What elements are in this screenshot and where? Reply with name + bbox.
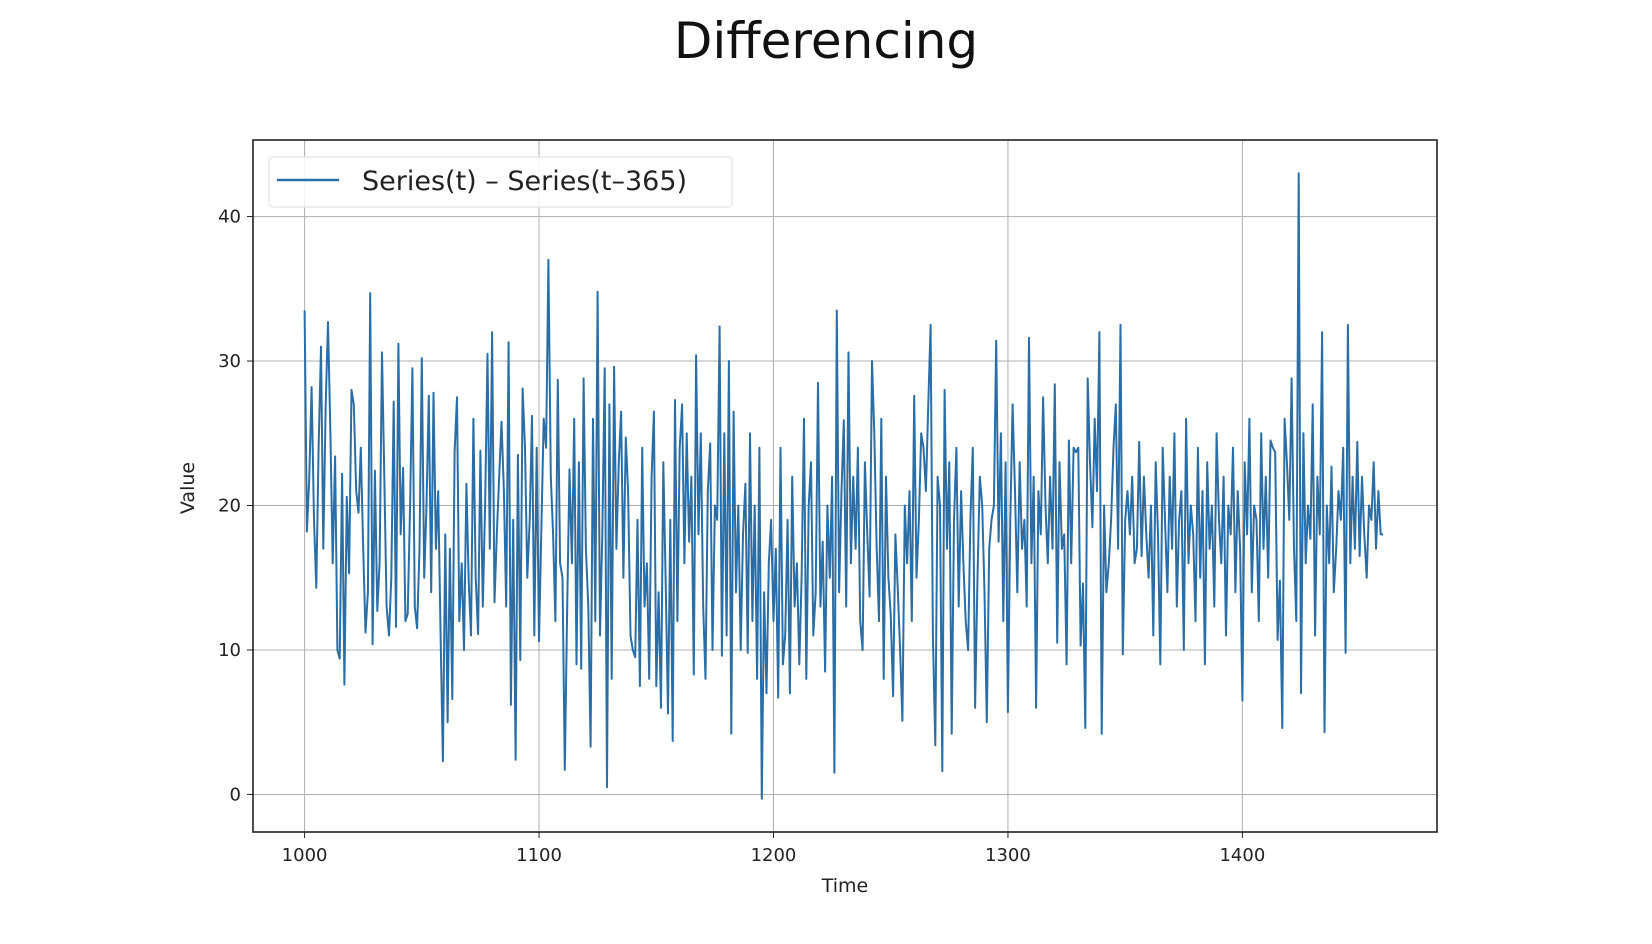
x-tick-label: 1400 <box>1219 845 1265 866</box>
y-tick-label: 20 <box>218 496 241 517</box>
x-tick-label: 1200 <box>751 845 797 866</box>
grid <box>253 140 1437 832</box>
chart-title: Differencing <box>673 12 979 70</box>
x-tick-label: 1100 <box>516 845 562 866</box>
legend-box <box>268 156 733 208</box>
y-tick-label: 0 <box>230 784 241 805</box>
y-tick-label: 30 <box>218 351 241 372</box>
x-tick-label: 1000 <box>282 845 328 866</box>
legend-label: Series(t) – Series(t–365) <box>362 166 687 197</box>
x-tick-label: 1300 <box>985 845 1031 866</box>
plot-frame <box>252 139 1438 833</box>
y-tick-label: 10 <box>218 640 241 661</box>
ticks: 1000 1100 1200 1300 1400 0 10 20 30 40 <box>218 207 1265 866</box>
series-line <box>303 172 1384 800</box>
y-axis-label: Value <box>177 462 199 514</box>
y-tick-label: 40 <box>218 207 241 228</box>
x-axis-label: Time <box>821 875 869 897</box>
legend: Series(t) – Series(t–365) <box>268 156 733 208</box>
